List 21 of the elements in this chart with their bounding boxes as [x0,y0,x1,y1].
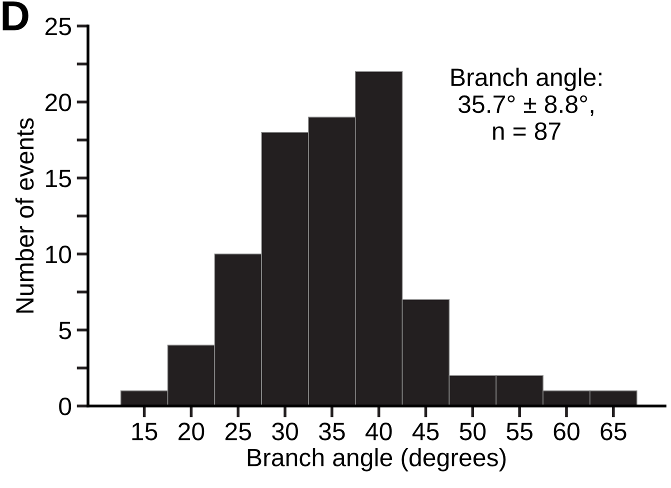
y-tick-label: 25 [45,18,71,36]
x-tick-label: 15 [132,422,158,440]
x-tick-label: 35 [318,422,345,440]
y-tick-label: 0 [59,398,72,416]
y-tick-label: 15 [46,170,71,188]
y-axis-title: Number of events [15,118,34,313]
annotation: Branch angle: 35.7° ± 8.8°, n = 87 [451,68,602,140]
x-tick-label: 45 [412,422,439,440]
x-tick-label: 65 [600,422,626,440]
y-tick-label: 5 [59,322,71,340]
x-tick-label: 20 [178,422,204,440]
x-tick-label: 40 [366,422,392,440]
x-tick-label: 30 [272,422,298,440]
x-tick-label: 60 [554,422,580,440]
x-tick-label: 25 [225,422,251,440]
y-tick-label: 10 [46,246,72,264]
text: D [2,2,28,30]
y-tick-label: 20 [45,94,72,112]
x-axis-title: Branch angle (degrees) [248,448,506,472]
x-tick-label: 50 [460,422,486,440]
x-tick-label: 55 [506,422,532,440]
